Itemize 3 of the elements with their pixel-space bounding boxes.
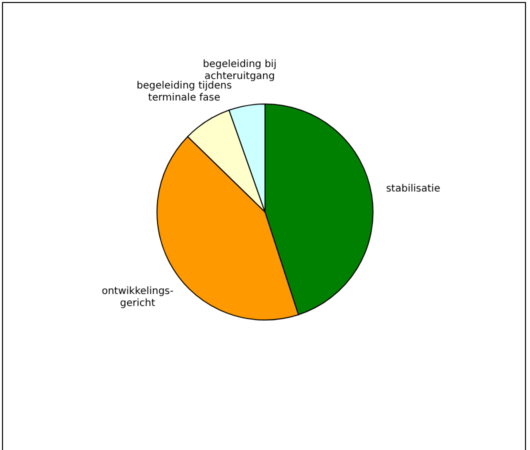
slice-label: ontwikkelings- gericht: [102, 286, 174, 310]
slice-label: stabilisatie: [386, 184, 440, 195]
slice-label: begeleiding tijdens terminale fase: [136, 80, 232, 104]
